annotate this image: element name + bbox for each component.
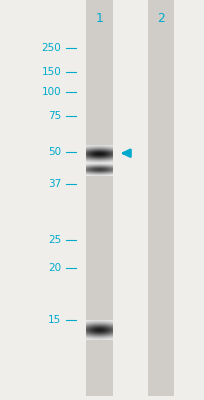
Text: 1: 1 <box>95 12 103 24</box>
Text: 75: 75 <box>48 111 61 121</box>
FancyBboxPatch shape <box>86 0 112 396</box>
Text: 15: 15 <box>48 315 61 325</box>
Text: 150: 150 <box>42 67 61 77</box>
Text: 2: 2 <box>156 12 164 24</box>
Text: 37: 37 <box>48 179 61 189</box>
Bar <box>86 8 112 396</box>
Text: 25: 25 <box>48 235 61 245</box>
FancyBboxPatch shape <box>147 0 173 396</box>
Text: 20: 20 <box>48 263 61 273</box>
Text: 50: 50 <box>48 147 61 157</box>
Text: 100: 100 <box>42 87 61 97</box>
Text: 250: 250 <box>42 43 61 53</box>
Bar <box>147 8 173 396</box>
